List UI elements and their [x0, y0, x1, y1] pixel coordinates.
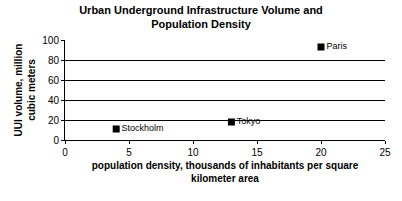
svg-text:15: 15	[251, 147, 263, 158]
svg-text:UUI volume, millioncubic meter: UUI volume, millioncubic meters	[13, 44, 37, 137]
svg-text:40: 40	[48, 95, 60, 106]
svg-text:80: 80	[48, 55, 60, 66]
svg-text:population density, thousands: population density, thousands of inhabit…	[92, 160, 359, 184]
svg-text:0: 0	[62, 147, 68, 158]
svg-text:20: 20	[48, 115, 60, 126]
svg-text:Stockholm: Stockholm	[122, 123, 164, 133]
svg-text:Tokyo: Tokyo	[237, 116, 261, 126]
svg-text:20: 20	[315, 147, 327, 158]
svg-text:5: 5	[126, 147, 132, 158]
svg-text:60: 60	[48, 75, 60, 86]
svg-text:10: 10	[187, 147, 199, 158]
svg-text:Urban Underground Infrastructu: Urban Underground Infrastructure Volume …	[79, 4, 323, 30]
svg-text:Paris: Paris	[326, 41, 347, 51]
svg-text:25: 25	[379, 147, 391, 158]
svg-text:100: 100	[42, 35, 59, 46]
svg-text:0: 0	[53, 135, 59, 146]
